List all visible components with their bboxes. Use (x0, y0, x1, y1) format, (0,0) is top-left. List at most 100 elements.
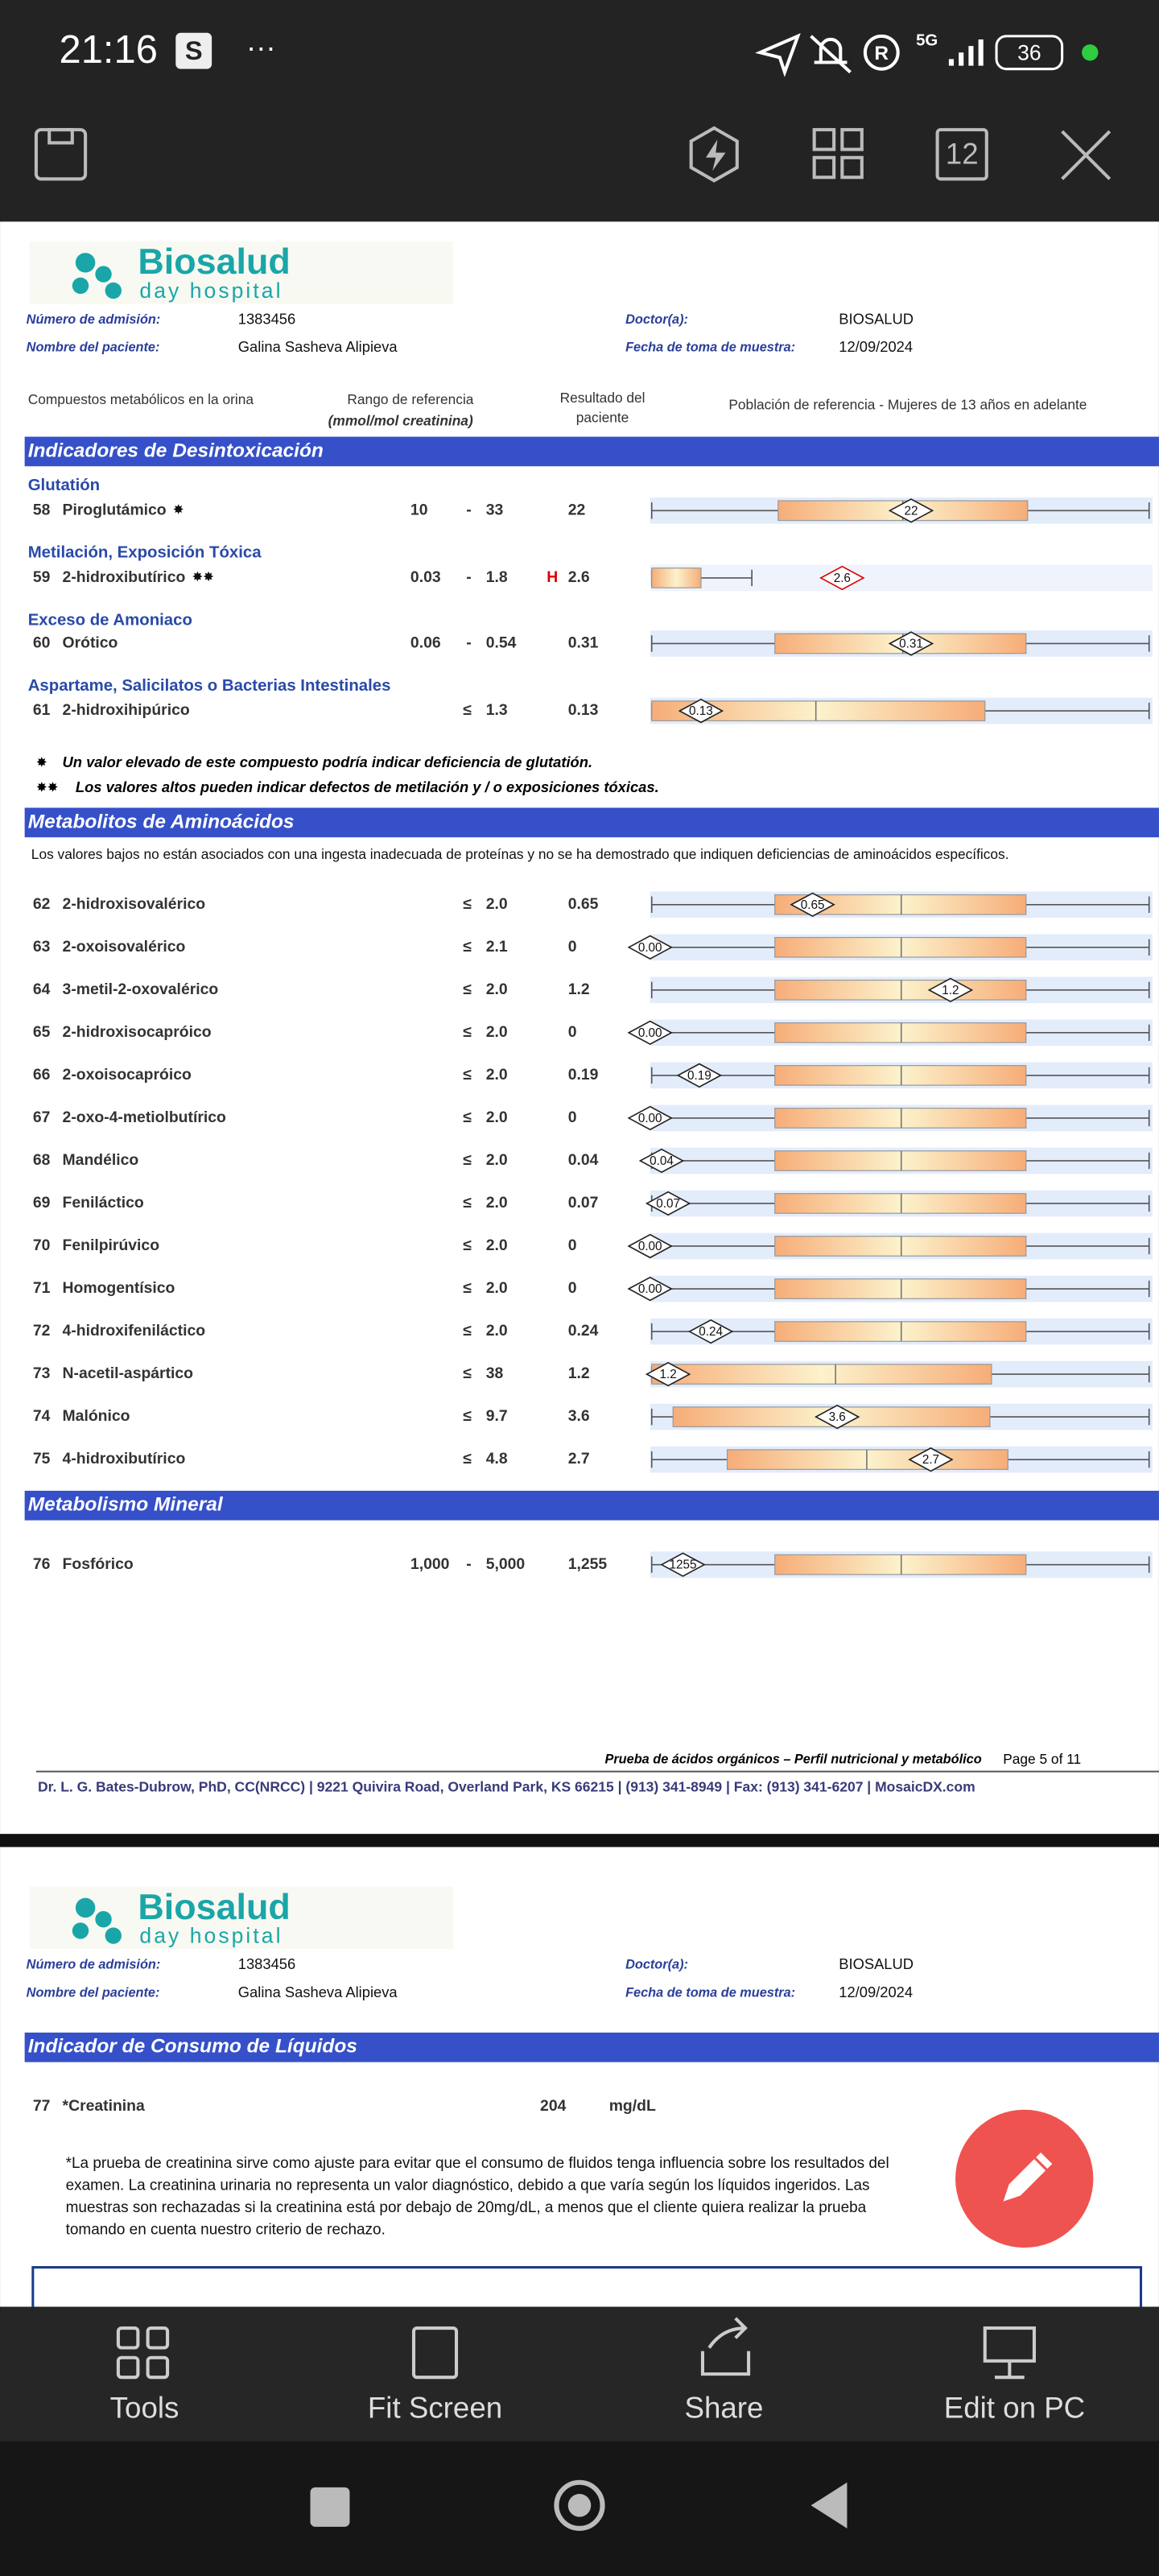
diamond-label: 0.00 (638, 1026, 662, 1040)
note-symbol: ✸✸ (36, 780, 58, 795)
result: 0 (568, 1236, 577, 1254)
group-title: Metilación, Exposición Tóxica (28, 544, 262, 562)
battery (995, 35, 1064, 71)
result: 1,255 (568, 1555, 608, 1573)
nav-home[interactable] (554, 2479, 605, 2531)
grid-button[interactable] (812, 128, 864, 180)
bottom-button[interactable]: Fit Screen (368, 2392, 502, 2425)
row-name: 2-oxoisovalérico (63, 938, 186, 956)
diamond-label: 1.2 (942, 984, 959, 997)
page-number: 12 (946, 137, 979, 170)
logo-dot (75, 253, 96, 273)
range-high: 2.0 (486, 895, 508, 913)
logo-dot (95, 266, 112, 283)
nav-recent[interactable] (310, 2487, 350, 2527)
range-dash: - (466, 568, 471, 586)
range-op: ≤ (463, 1023, 472, 1041)
units: mg/dL (609, 2097, 656, 2115)
range-high: 2.0 (486, 1066, 508, 1084)
col-header: Compuestos metabólicos en la orina (28, 391, 254, 407)
field-label: Número de admisión: (27, 1958, 161, 1972)
r-icon (863, 34, 900, 71)
result-diamond (888, 498, 934, 523)
diamond-label: 3.6 (829, 1410, 846, 1424)
field-label: Doctor(a): (625, 312, 688, 327)
range-dash: - (466, 501, 471, 518)
field-label: Fecha de toma de muestra: (625, 1985, 795, 2000)
logo-name: Biosalud (138, 241, 290, 282)
range-dash: - (466, 634, 471, 652)
save-icon-part (47, 128, 74, 145)
range-low: 10 (410, 501, 428, 518)
box (774, 1278, 1027, 1299)
range-high: 5,000 (486, 1555, 525, 1573)
range-op: ≤ (463, 1407, 472, 1425)
field-value: BIOSALUD (839, 311, 914, 328)
tool-button[interactable] (689, 126, 739, 183)
row-number: 67 (33, 1108, 51, 1126)
section-title: Metabolitos de Aminoácidos (28, 811, 295, 832)
footer-report: Prueba de ácidos orgánicos – Perfil nutr… (604, 1752, 981, 1767)
result-diamond (908, 1447, 954, 1472)
page-button[interactable] (935, 128, 988, 181)
bottom-button[interactable]: Share (685, 2392, 764, 2425)
group-title: Glutatión (28, 477, 100, 494)
result-diamond (627, 1233, 673, 1259)
range-high: 2.0 (486, 1279, 508, 1297)
field-value: 12/09/2024 (839, 338, 913, 355)
result: 0 (568, 1108, 577, 1126)
range-high: 38 (486, 1364, 504, 1382)
diamond-label: 0.19 (687, 1069, 711, 1083)
section-title: Indicador de Consumo de Líquidos (28, 2036, 357, 2058)
row-name: 2-hidroxisocapróico (63, 1023, 212, 1041)
box (774, 1193, 1027, 1214)
field-value: Galina Sasheva Alipieva (238, 1984, 398, 2000)
result-diamond (927, 977, 974, 1003)
range-op: ≤ (463, 1151, 472, 1169)
range-op: ≤ (463, 701, 472, 719)
diamond-label: 0.31 (899, 638, 923, 651)
row-number: 69 (33, 1194, 51, 1212)
section-title: Metabolismo Mineral (28, 1494, 224, 1516)
row-name: Fenilpirúvico (63, 1236, 160, 1254)
row-marker: ✸✸ (192, 570, 213, 584)
logo-name: Biosalud (138, 1886, 290, 1927)
note-line: muestras son rechazadas si la creatinina… (66, 2199, 867, 2216)
result-diamond (627, 1105, 673, 1131)
row-number: 63 (33, 938, 51, 956)
logo-tagline: day hospital (139, 279, 283, 303)
result: 0.07 (568, 1194, 599, 1212)
range-op: ≤ (463, 1279, 472, 1297)
nav-back[interactable] (810, 2482, 848, 2529)
diamond-label: 0.00 (638, 941, 662, 955)
close-button[interactable] (1061, 130, 1112, 180)
row-name: Piroglutámico (63, 501, 167, 518)
range-high: 9.7 (486, 1407, 508, 1425)
bottom-button[interactable]: Tools (110, 2392, 179, 2425)
range-high: 2.0 (486, 1322, 508, 1340)
range-high: 33 (486, 501, 504, 518)
bottom-button[interactable]: Edit on PC (944, 2392, 1085, 2425)
section-bar (24, 2032, 1159, 2062)
pencil (999, 2149, 1056, 2206)
section-bar (24, 436, 1159, 467)
row-number: 68 (33, 1151, 51, 1169)
range-op: ≤ (463, 1236, 472, 1254)
group-title: Aspartame, Salicilatos o Bacterias Intes… (28, 677, 391, 695)
result: 0 (568, 1279, 577, 1297)
r-letter: R (874, 43, 889, 64)
result-diamond (790, 892, 835, 917)
result-diamond (678, 698, 724, 724)
range-op: ≤ (463, 1066, 472, 1084)
col-header: Población de referencia - Mujeres de 13 … (728, 396, 1087, 412)
flag: H (547, 568, 558, 586)
diamond-label: 0.00 (638, 1282, 662, 1296)
group-title: Exceso de Amoniaco (28, 611, 192, 629)
result-diamond (888, 631, 934, 656)
row-number: 62 (33, 895, 51, 913)
diamond-label: 1.2 (660, 1368, 677, 1381)
location-icon (755, 33, 801, 77)
field-value: 1383456 (238, 1955, 295, 1972)
box (774, 1150, 1027, 1171)
